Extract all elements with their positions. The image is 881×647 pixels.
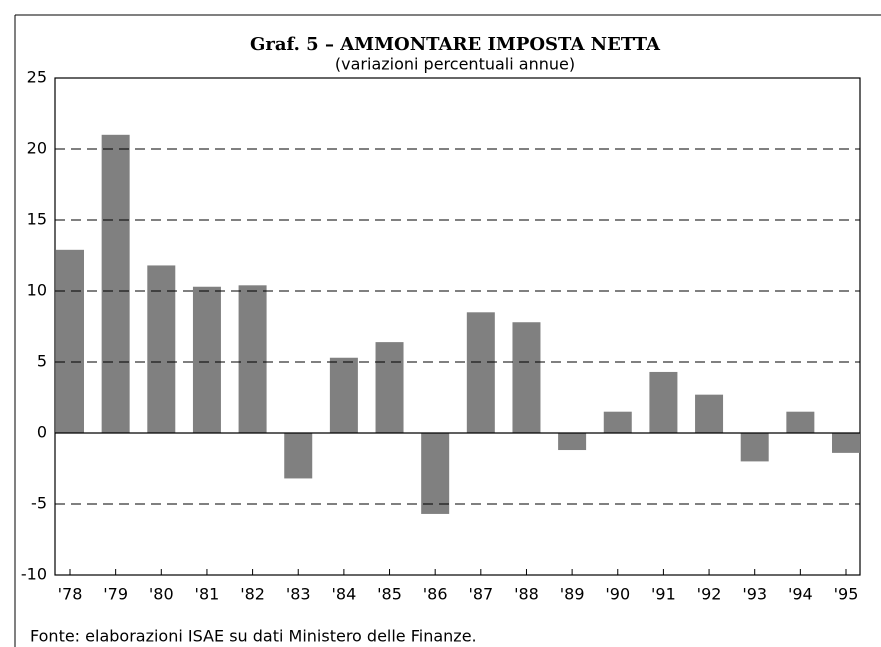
bar: [786, 411, 815, 433]
bar: [238, 285, 267, 433]
x-tick-label: '95: [834, 585, 859, 604]
y-tick-label: 5: [37, 352, 47, 371]
x-tick-label: '93: [742, 585, 767, 604]
bar: [192, 286, 221, 433]
bar: [832, 433, 860, 453]
chart-title: Graf. 5 – AMMONTARE IMPOSTA NETTA: [250, 34, 661, 55]
bar: [375, 342, 404, 433]
chart-subtitle: (variazioni percentuali annue): [335, 55, 575, 74]
bar: [649, 371, 678, 433]
x-tick-label: '78: [58, 585, 83, 604]
bar: [740, 433, 769, 462]
bar: [603, 411, 632, 433]
x-tick-label: '82: [240, 585, 265, 604]
x-tick-label: '87: [468, 585, 493, 604]
bar: [695, 394, 724, 433]
bar: [101, 134, 130, 434]
y-tick-label: 0: [37, 423, 47, 442]
x-tick-label: '90: [605, 585, 630, 604]
bar: [56, 249, 84, 433]
bar: [329, 357, 358, 433]
bar: [284, 433, 313, 479]
bar: [466, 312, 495, 433]
x-tick-label: '81: [195, 585, 220, 604]
x-tick-label: '85: [377, 585, 402, 604]
bar: [421, 433, 450, 514]
x-tick-label: '94: [788, 585, 813, 604]
y-tick-label: 25: [27, 68, 47, 87]
bar: [558, 433, 587, 451]
y-tick-label: -10: [21, 565, 47, 584]
plot-frame: [54, 77, 861, 576]
y-tick-label: 20: [27, 139, 47, 158]
x-tick-label: '88: [514, 585, 539, 604]
x-tick-label: '84: [331, 585, 356, 604]
x-tick-label: '79: [103, 585, 128, 604]
y-tick-label: 10: [27, 281, 47, 300]
x-tick-label: '80: [149, 585, 174, 604]
x-tick-label: '91: [651, 585, 676, 604]
x-tick-label: '86: [423, 585, 448, 604]
bar: [147, 265, 176, 433]
y-tick-label: 15: [27, 210, 47, 229]
bar: [512, 322, 541, 433]
x-tick-label: '83: [286, 585, 311, 604]
x-tick-label: '89: [560, 585, 585, 604]
x-tick-label: '92: [697, 585, 722, 604]
y-tick-label: -5: [31, 494, 47, 513]
source-note: Fonte: elaborazioni ISAE su dati Ministe…: [30, 627, 477, 646]
